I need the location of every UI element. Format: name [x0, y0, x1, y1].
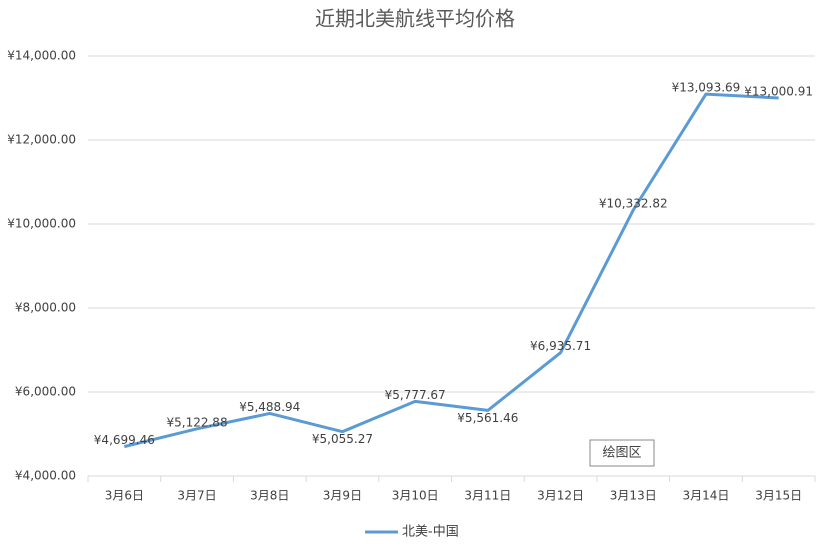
y-tick-label: ¥6,000.00: [15, 385, 76, 399]
y-tick-label: ¥10,000.00: [7, 217, 76, 231]
data-label: ¥5,777.67: [385, 388, 446, 402]
x-tick-label: 3月11日: [464, 489, 511, 503]
chart-title: 近期北美航线平均价格: [315, 7, 515, 31]
data-label: ¥5,561.46: [457, 411, 518, 425]
x-tick-label: 3月15日: [755, 489, 802, 503]
data-label: ¥13,000.91: [744, 84, 813, 98]
x-tick-label: 3月8日: [250, 489, 289, 503]
data-label: ¥10,332.82: [599, 197, 668, 211]
annotation-box: [589, 439, 655, 467]
line: [123, 92, 779, 449]
x-tick-label: 3月12日: [537, 489, 584, 503]
legend-label: 北美-中国: [402, 525, 459, 540]
annotation: 绘图区: [602, 446, 641, 461]
data-label: ¥13,093.69: [672, 81, 741, 95]
x-tick-label: 3月9日: [323, 489, 362, 503]
y-tick-label: ¥4,000.00: [15, 469, 76, 483]
y-tick-label: ¥14,000.00: [7, 49, 76, 63]
y-tick-label: ¥12,000.00: [7, 133, 76, 147]
data-label: ¥5,488.94: [239, 400, 300, 414]
data-label: ¥5,055.27: [312, 432, 373, 446]
x-tick-label: 3月10日: [392, 489, 439, 503]
x-tick-label: 3月14日: [682, 489, 729, 503]
data-label: ¥5,122.88: [167, 415, 228, 429]
x-tick-label: 3月13日: [610, 489, 657, 503]
y-tick-label: ¥8,000.00: [15, 301, 76, 315]
data-label: ¥6,935.71: [530, 339, 591, 353]
x-tick-label: 3月6日: [105, 489, 144, 503]
x-tick-label: 3月7日: [177, 489, 216, 503]
data-label: ¥4,699.46: [94, 433, 155, 447]
